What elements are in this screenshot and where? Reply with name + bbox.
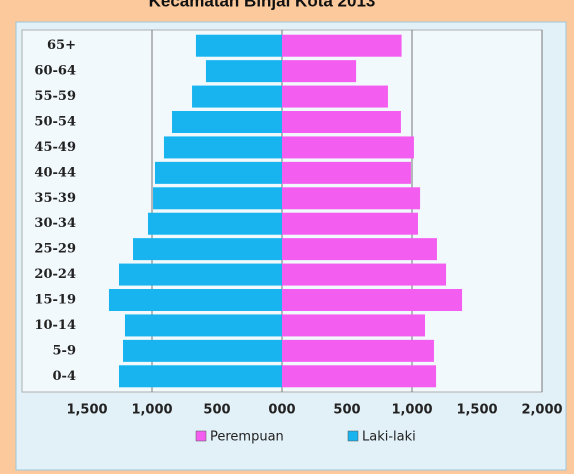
bar (163, 136, 282, 159)
legend-label: Laki-laki (362, 430, 416, 445)
bar (282, 85, 388, 108)
legend-swatch (195, 430, 207, 442)
bar (282, 34, 402, 57)
bar (118, 365, 282, 388)
x-tick-label: 1,000 (391, 403, 432, 418)
y-tick-label: 40-44 (34, 165, 76, 180)
bar (282, 289, 463, 311)
legend-swatch (347, 430, 359, 442)
x-tick-label: 1,000 (131, 403, 172, 418)
bar (282, 314, 425, 337)
bar (282, 365, 437, 388)
bar (154, 161, 282, 184)
y-tick-label: 0-4 (53, 369, 77, 384)
legend-label: Perempuan (210, 430, 284, 445)
y-tick-label: 55-59 (34, 89, 76, 104)
bar (153, 187, 282, 210)
bar (282, 212, 418, 235)
chart-title: Kecamatan Binjai Kota 2013 (149, 0, 376, 10)
y-tick-label: 20-24 (34, 267, 76, 282)
bar (282, 60, 357, 83)
y-tick-label: 15-19 (34, 293, 76, 308)
bar (282, 136, 414, 159)
bar (205, 60, 282, 83)
bar (282, 339, 434, 362)
y-tick-label: 10-14 (34, 318, 76, 333)
bar (282, 111, 401, 133)
bar (282, 238, 437, 261)
bar (118, 263, 282, 286)
x-tick-label: 1,500 (456, 403, 497, 418)
x-tick-label: 500 (203, 403, 230, 418)
y-tick-label: 65+ (47, 38, 76, 53)
bar (282, 161, 411, 184)
bar (172, 111, 282, 133)
bar (195, 34, 282, 57)
bar (282, 187, 421, 210)
x-tick-label: 2,000 (521, 403, 562, 418)
bar (133, 238, 282, 261)
x-tick-label: 000 (268, 403, 295, 418)
y-tick-label: 35-39 (34, 191, 76, 206)
y-tick-label: 5-9 (53, 343, 77, 358)
y-tick-label: 50-54 (34, 115, 76, 130)
y-tick-label: 30-34 (34, 216, 76, 231)
y-tick-label: 25-29 (34, 242, 76, 257)
bar (123, 339, 282, 362)
y-tick-label: 60-64 (34, 64, 76, 79)
bar (147, 212, 282, 235)
x-tick-label: 1,500 (66, 403, 107, 418)
bar (282, 263, 447, 286)
bar (108, 289, 282, 311)
bar (124, 314, 283, 337)
y-tick-label: 45-49 (34, 140, 76, 155)
bar (192, 85, 282, 108)
x-tick-label: 500 (333, 403, 360, 418)
